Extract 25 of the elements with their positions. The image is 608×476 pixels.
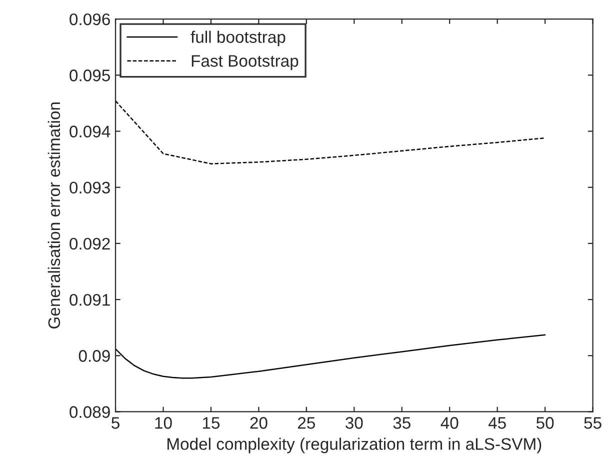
y-tick-label: 0.091 <box>70 294 110 306</box>
y-tick-label: 0.095 <box>70 70 110 82</box>
x-tick-label: 20 <box>250 417 268 429</box>
x-tick-label: 5 <box>112 417 120 429</box>
x-tick-label: 30 <box>346 417 363 429</box>
y-axis-title: Generalisation error estimation <box>48 102 60 328</box>
y-tick-label: 0.09 <box>78 350 110 362</box>
x-axis-title: Model complexity (regularization term in aLS-SVM) <box>168 438 542 454</box>
x-tick-label: 40 <box>440 417 458 429</box>
y-tick-label: 0.094 <box>70 126 110 138</box>
y-tick-label: 0.092 <box>70 238 110 250</box>
y-tick-label: 0.089 <box>70 406 110 418</box>
x-tick-label: 55 <box>584 417 602 429</box>
x-tick-label: 15 <box>202 417 220 429</box>
legend-label: full bootstrap <box>190 30 286 46</box>
line-series <box>116 334 546 379</box>
line-series <box>116 100 546 164</box>
y-tick-label: 0.093 <box>70 182 110 194</box>
x-tick-label: 45 <box>488 417 506 429</box>
x-tick-label: 10 <box>155 417 172 429</box>
x-tick-label: 25 <box>298 417 316 429</box>
y-tick-label: 0.096 <box>70 13 110 26</box>
legend-label: Fast Bootstrap <box>192 55 298 70</box>
x-tick-label: 35 <box>393 417 410 429</box>
x-tick-label: 50 <box>536 417 554 429</box>
